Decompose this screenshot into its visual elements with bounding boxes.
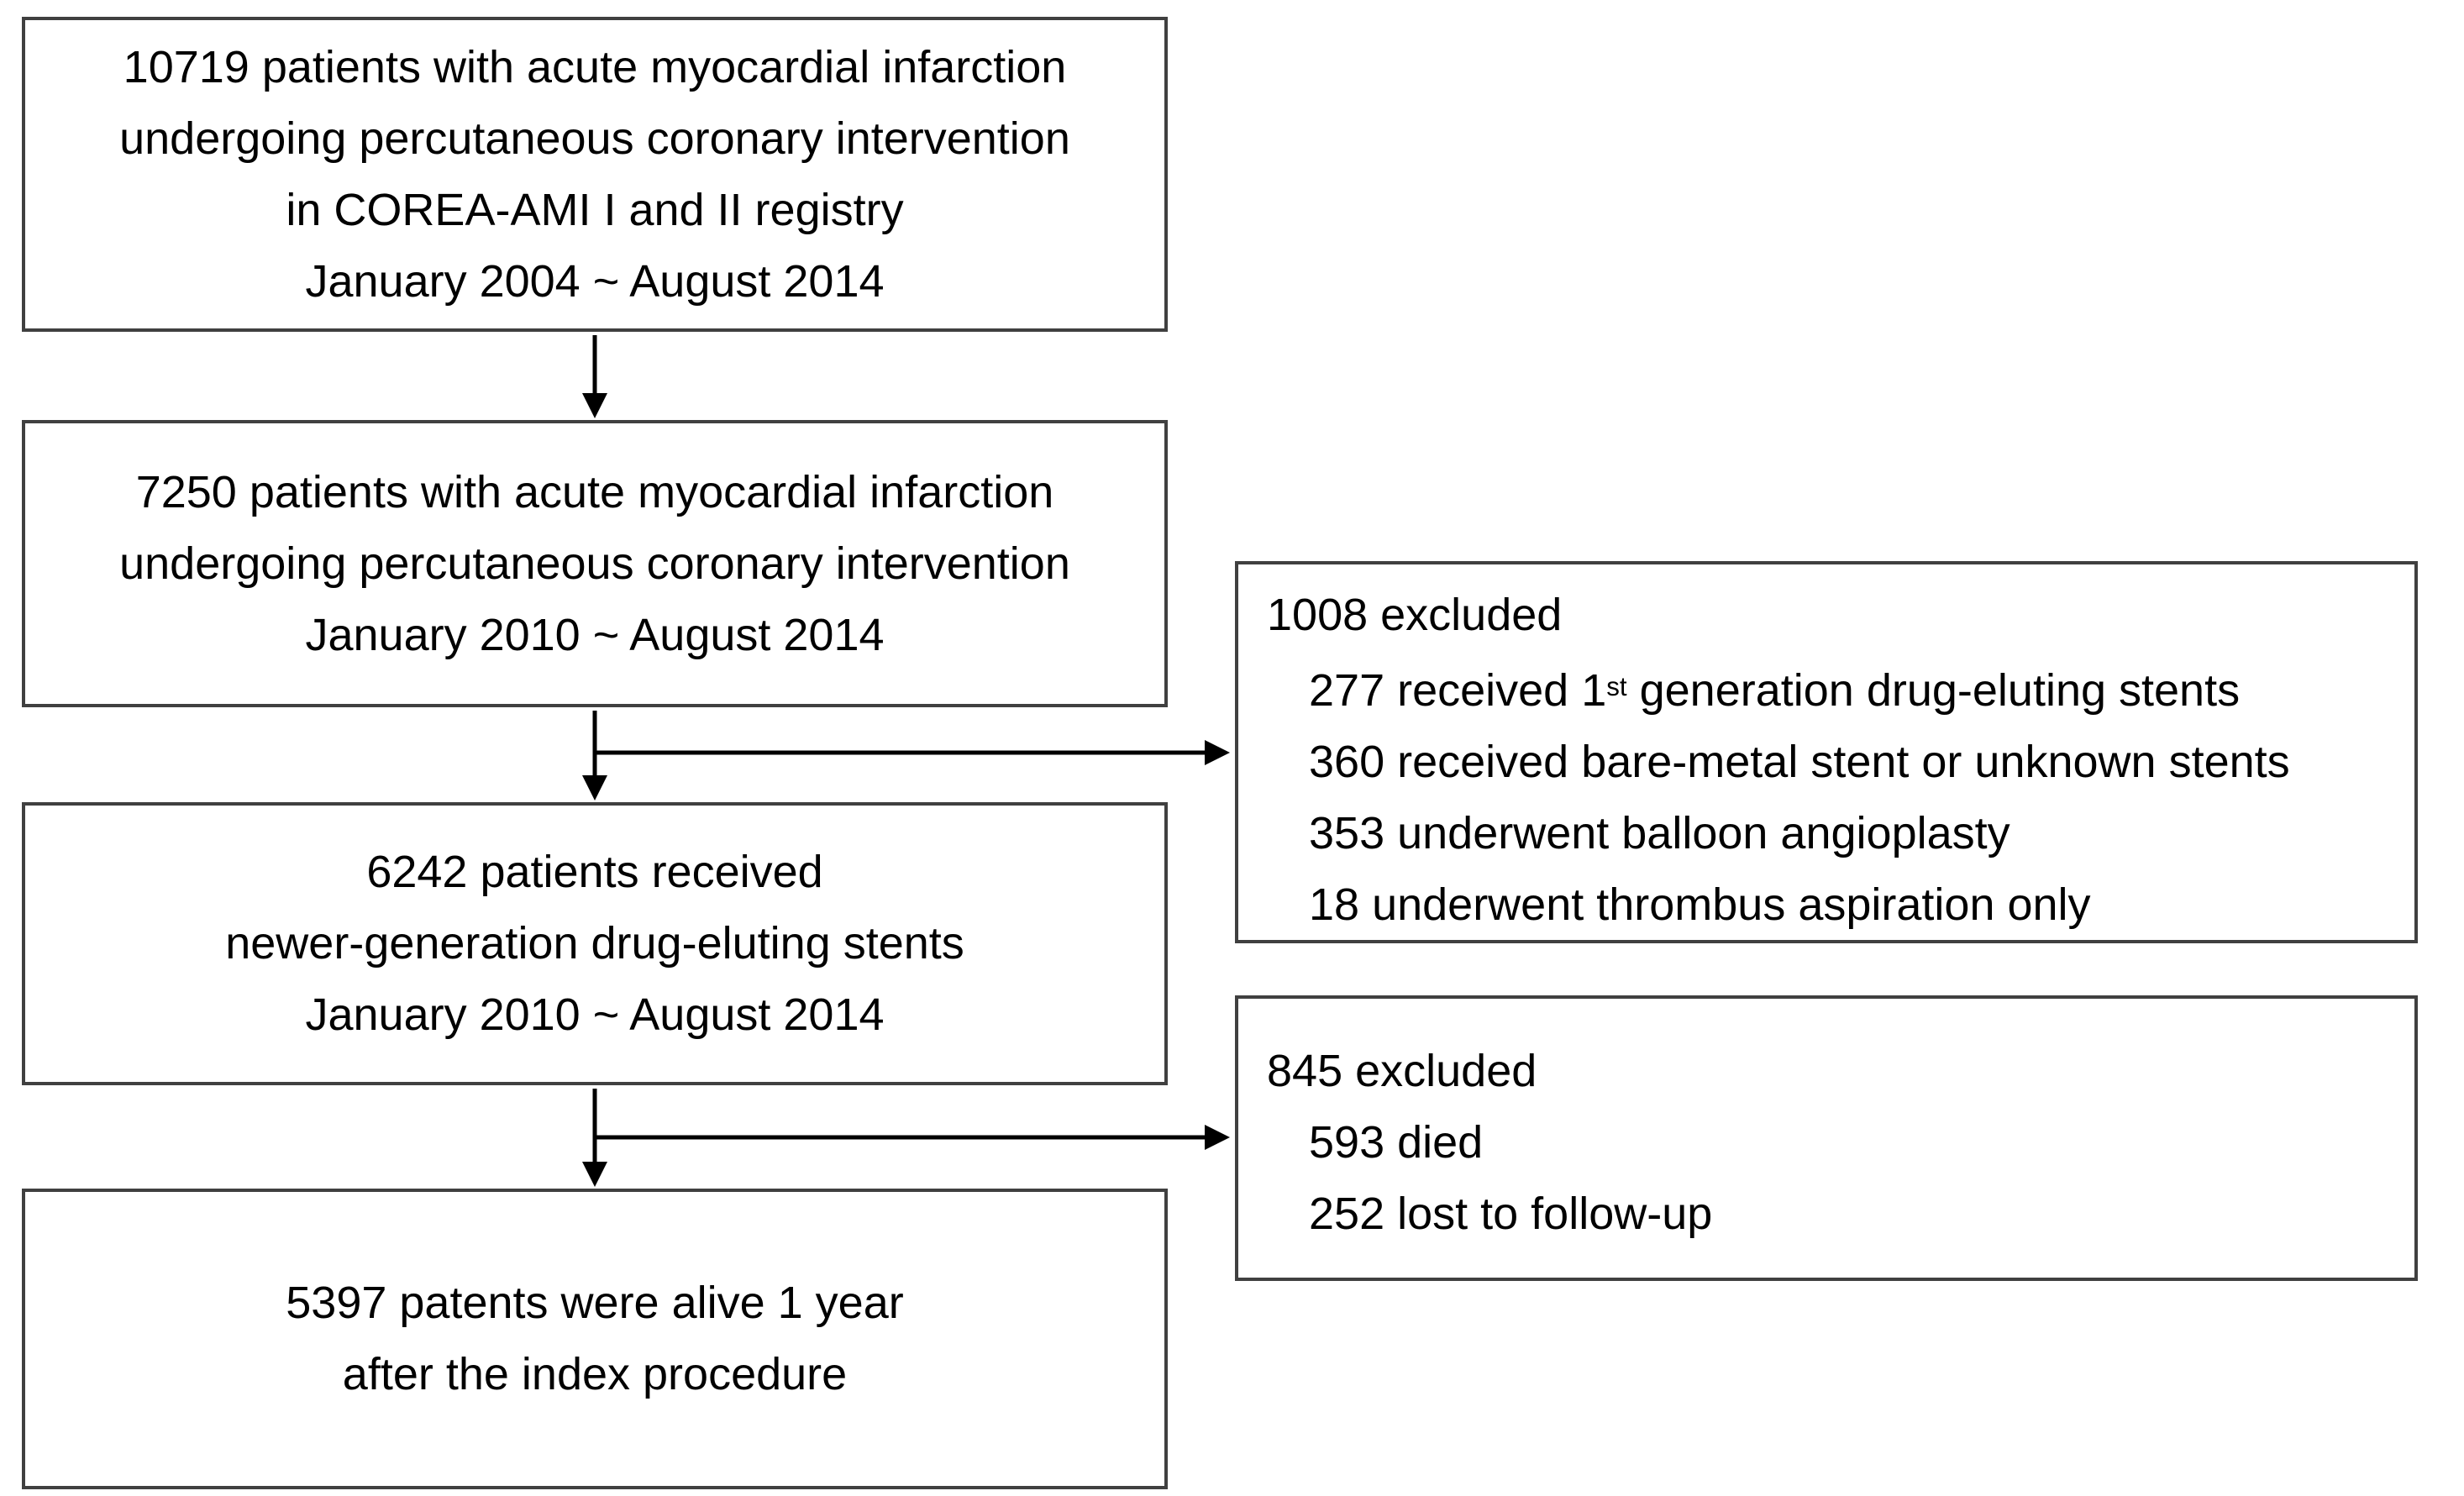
flow-box-text-line: January 2010 ~ August 2014 [305, 609, 885, 660]
exclusion-item: 277 received 1st generation drug-eluting… [1238, 651, 2414, 727]
flow-box-text-line: newer-generation drug-eluting stents [225, 918, 964, 968]
superscript-st: st [1606, 672, 1627, 701]
exclusion-box-1008: 1008 excluded 277 received 1st generatio… [1235, 561, 2418, 943]
flow-box-text-line: January 2004 ~ August 2014 [305, 255, 885, 307]
exclusion-heading: 1008 excluded [1267, 590, 1563, 640]
flow-box-text-line: undergoing percutaneous coronary interve… [119, 538, 1070, 589]
flow-box-newer-des-cohort: 6242 patients received newer-generation … [22, 802, 1168, 1085]
exclusion-item-text: 277 received 1 [1309, 664, 1607, 716]
flow-box-text-line: January 2010 ~ August 2014 [305, 989, 885, 1040]
flow-box-text-line: undergoing percutaneous coronary interve… [119, 113, 1070, 164]
flow-box-alive-1-year-cohort: 5397 patents were alive 1 year after the… [22, 1189, 1168, 1489]
flow-box-text-line: 10719 patients with acute myocardial inf… [123, 41, 1067, 92]
exclusion-item: 252 lost to follow-up [1309, 1189, 1713, 1239]
exclusion-item: 360 received bare-metal stent or unknown… [1309, 736, 2290, 787]
flow-box-text-line: 6242 patients received [366, 847, 823, 897]
flow-box-pci-2010-2014-cohort: 7250 patients with acute myocardial infa… [22, 420, 1168, 707]
exclusion-item: 18 underwent thrombus aspiration only [1309, 879, 2091, 930]
flow-box-text-line: 5397 patents were alive 1 year [286, 1278, 904, 1328]
flow-box-text-line: in COREA-AMI I and II registry [286, 184, 904, 235]
exclusion-box-845: 845 excluded 593 died 252 lost to follow… [1235, 995, 2418, 1281]
exclusion-item: 593 died [1309, 1117, 1484, 1168]
flow-box-registry-cohort: 10719 patients with acute myocardial inf… [22, 17, 1168, 332]
exclusion-heading: 845 excluded [1267, 1046, 1537, 1096]
flow-box-text-line: 7250 patients with acute myocardial infa… [135, 466, 1054, 517]
exclusion-item: 353 underwent balloon angioplasty [1309, 807, 2010, 858]
flow-box-text-line: after the index procedure [342, 1349, 848, 1399]
exclusion-item-text: generation drug-eluting stents [1626, 664, 2241, 716]
